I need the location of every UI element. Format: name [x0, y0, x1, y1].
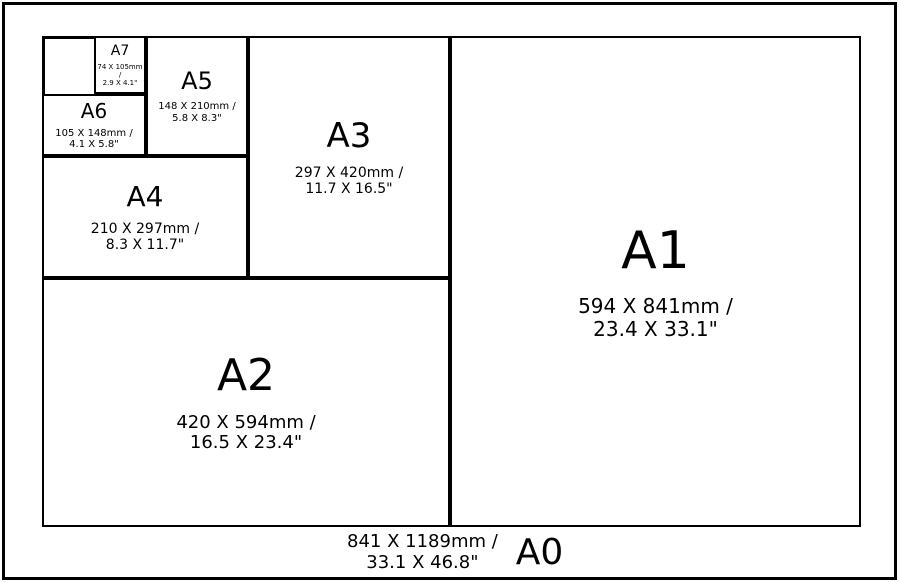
paper-a6-dimensions: 105 X 148mm / 4.1 X 5.8": [55, 128, 132, 151]
paper-a5-dimensions: 148 X 210mm / 5.8 X 8.3": [158, 101, 235, 124]
paper-a2-box: A2 420 X 594mm / 16.5 X 23.4": [42, 278, 450, 527]
paper-a3-title: A3: [327, 117, 372, 156]
paper-a0-title: A0: [516, 532, 564, 573]
paper-a4-box: A4 210 X 297mm / 8.3 X 11.7": [42, 156, 248, 278]
paper-a4-title: A4: [127, 181, 164, 213]
paper-a1-box: A1 594 X 841mm / 23.4 X 33.1": [450, 36, 861, 527]
paper-a1-dimensions: 594 X 841mm / 23.4 X 33.1": [578, 295, 733, 341]
paper-a0-label: 841 X 1189mm / 33.1 X 46.8" A0: [347, 532, 563, 573]
paper-a2-dimensions: 420 X 594mm / 16.5 X 23.4": [176, 413, 315, 454]
paper-a7-title: A7: [111, 43, 129, 59]
paper-a3-box: A3 297 X 420mm / 11.7 X 16.5": [248, 36, 450, 278]
paper-a6-title: A6: [81, 100, 107, 123]
paper-a1-title: A1: [621, 222, 690, 282]
paper-a3-dimensions: 297 X 420mm / 11.7 X 16.5": [295, 165, 403, 197]
paper-a2-title: A2: [217, 351, 275, 402]
paper-a5-box: A5 148 X 210mm / 5.8 X 8.3": [146, 36, 248, 156]
paper-a7-dimensions: 74 X 105mm / 2.9 X 4.1": [96, 63, 144, 87]
paper-a6-box: A6 105 X 148mm / 4.1 X 5.8": [42, 94, 146, 156]
paper-a5-title: A5: [181, 68, 213, 96]
paper-a0-dimensions: 841 X 1189mm / 33.1 X 46.8": [347, 532, 498, 573]
paper-a7-box: A7 74 X 105mm / 2.9 X 4.1": [94, 36, 146, 94]
paper-a4-dimensions: 210 X 297mm / 8.3 X 11.7": [91, 221, 199, 253]
